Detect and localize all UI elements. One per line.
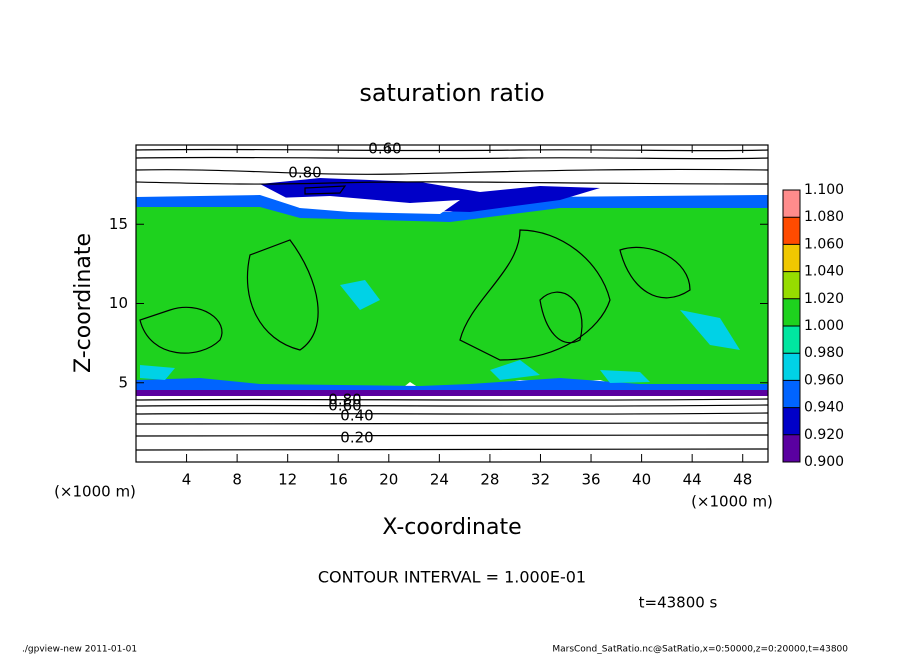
- footer-left: ./gpview-new 2011-01-01: [22, 645, 137, 655]
- blue-band: [136, 195, 768, 222]
- colorbar-label: 1.080: [804, 209, 844, 225]
- colorbar-bin: [783, 434, 800, 462]
- cyan-patches: [140, 280, 740, 383]
- colorbar-label: 0.900: [804, 454, 844, 470]
- contour-label: 0.80: [328, 391, 361, 409]
- colorbar-bin: [783, 190, 800, 218]
- colorbar-bin: [783, 380, 800, 408]
- colorbar-bin: [783, 217, 800, 245]
- colorbar-bin: [783, 353, 800, 381]
- contour-label: 0.60: [368, 140, 401, 158]
- x-tick-label: 12: [278, 471, 297, 489]
- x-axis-label: X-coordinate: [382, 515, 521, 540]
- x-tick-label: 20: [379, 471, 398, 489]
- colorbar-label: 0.980: [804, 345, 844, 361]
- y-tick-label: 10: [109, 294, 128, 312]
- x-tick-label: 48: [733, 471, 752, 489]
- chart-title: saturation ratio: [359, 79, 544, 107]
- colorbar-label: 1.040: [804, 264, 844, 280]
- contour-label: 0.60: [328, 397, 361, 415]
- colorbar-bin: [783, 244, 800, 272]
- colorbar-label: 1.100: [804, 182, 844, 198]
- contour-label: 0.20: [340, 429, 373, 447]
- colorbar-bin: [783, 407, 800, 435]
- colorbar-label: 0.960: [804, 372, 844, 388]
- x-tick-label: 4: [182, 471, 192, 489]
- contour-lines: [135, 148, 769, 451]
- green-region: [136, 197, 768, 395]
- x-unit: (×1000 m): [54, 483, 136, 501]
- x-tick-label: 24: [430, 471, 449, 489]
- colorbar-label: 0.940: [804, 400, 844, 416]
- field: [136, 178, 768, 396]
- x-tick-label: 36: [581, 471, 600, 489]
- x-tick-label: 8: [232, 471, 242, 489]
- colorbar-label: 1.060: [804, 236, 844, 252]
- y-axis-label: Z-coordinate: [71, 233, 96, 373]
- y-tick-label: 15: [109, 215, 128, 233]
- white-hole: [275, 196, 460, 214]
- x-tick-label: 32: [531, 471, 550, 489]
- contour-label: 0.80: [288, 164, 321, 182]
- purple-band: [136, 390, 768, 396]
- footer-right: MarsCond_SatRatio.nc@SatRatio,x=0:50000,…: [552, 645, 848, 655]
- contour-labels: 0.60 0.80 0.80 0.60 0.40 0.20: [288, 140, 401, 447]
- contour-label: 0.40: [340, 407, 373, 425]
- colorbar-bin: [783, 271, 800, 299]
- x-tick-label: 44: [683, 471, 702, 489]
- x-tick-label: 40: [632, 471, 651, 489]
- colorbar-label: 1.000: [804, 318, 844, 334]
- colorbar-label: 0.920: [804, 427, 844, 443]
- colorbar-bin: [783, 326, 800, 354]
- colorbar-label: 1.020: [804, 291, 844, 307]
- y-tick-label: 5: [118, 373, 128, 391]
- x-unit: (×1000 m): [691, 493, 773, 511]
- contour-interval: CONTOUR INTERVAL = 1.000E-01: [318, 568, 586, 587]
- x-tick-label: 28: [480, 471, 499, 489]
- time-label: t=43800 s: [639, 594, 718, 612]
- colorbar-bin: [783, 298, 800, 326]
- x-tick-label: 16: [329, 471, 348, 489]
